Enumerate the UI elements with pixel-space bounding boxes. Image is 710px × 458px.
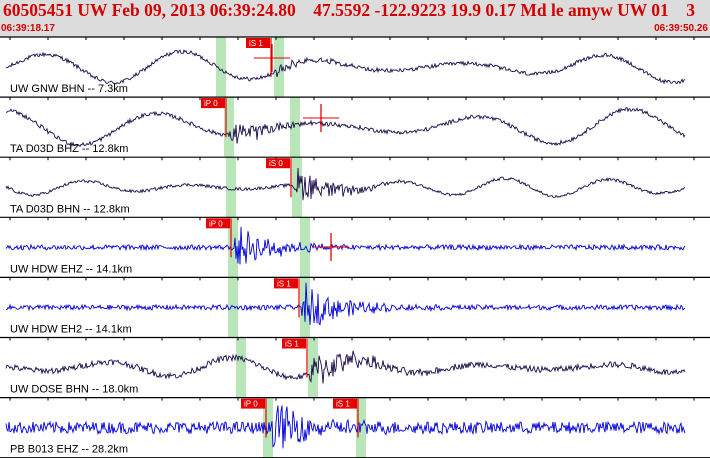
waveform-trace[interactable] <box>6 282 686 326</box>
channel-label: PB B013 EHZ -- 28.2km <box>10 444 128 456</box>
pick-label: iP 0 <box>244 400 258 409</box>
waveform-trace[interactable] <box>5 350 686 384</box>
channel-label: UW DOSE BHN -- 18.0km <box>10 384 138 396</box>
amplitude-marker <box>254 44 290 72</box>
pick-window <box>216 37 226 98</box>
channel-label: UW HDW EH2 -- 14.1km <box>10 324 132 336</box>
waveform-trace[interactable] <box>5 48 686 85</box>
phase-pick-flag[interactable]: iP 0 <box>206 218 232 258</box>
channel-label: TA D03D BHZ -- 12.8km <box>10 143 128 155</box>
pick-label: iP 0 <box>209 219 223 228</box>
pick-window <box>226 157 236 218</box>
pick-label: iS 1 <box>277 279 291 288</box>
phase-pick-flag[interactable]: iP 0 <box>201 98 227 138</box>
channel-label: UW GNW BHN -- 7.3km <box>10 83 128 95</box>
phase-pick-flag[interactable]: iS 1 <box>274 278 300 318</box>
pick-label: iS 1 <box>249 39 263 48</box>
pick-label: iS 1 <box>336 400 350 409</box>
pick-window <box>290 97 300 158</box>
pick-window <box>274 37 284 98</box>
pick-label: iP 0 <box>204 99 218 108</box>
phase-pick-flag[interactable]: iS 0 <box>266 158 292 198</box>
amplitude-marker <box>303 104 339 132</box>
waveform-trace[interactable] <box>5 405 686 449</box>
phase-pick-flag[interactable]: iS 1 <box>282 338 308 378</box>
waveform-trace[interactable] <box>6 107 686 147</box>
end-time-label: 06:39:50.26 <box>654 23 708 34</box>
channel-label: UW HDW EHZ -- 14.1km <box>10 263 132 275</box>
pick-window <box>236 337 246 398</box>
channel-label: TA D03D BHN -- 12.8km <box>10 203 130 215</box>
event-title: 60505451 UW Feb 09, 2013 06:39:24.80 47.… <box>3 0 696 20</box>
pick-label: iS 0 <box>269 159 283 168</box>
waveform-trace[interactable] <box>5 167 686 201</box>
phase-pick-flag[interactable]: iS 1 <box>333 398 359 438</box>
amplitude-marker <box>313 233 349 261</box>
pick-window <box>224 97 234 158</box>
phase-pick-flag[interactable]: iP 0 <box>241 398 267 438</box>
waveform-trace[interactable] <box>5 226 686 265</box>
event-header: 60505451 UW Feb 09, 2013 06:39:24.80 47.… <box>0 0 710 37</box>
pick-label: iS 1 <box>285 340 299 349</box>
start-time-label: 06:39:18.17 <box>1 23 55 34</box>
pick-window <box>228 217 238 278</box>
pick-window <box>228 277 238 338</box>
